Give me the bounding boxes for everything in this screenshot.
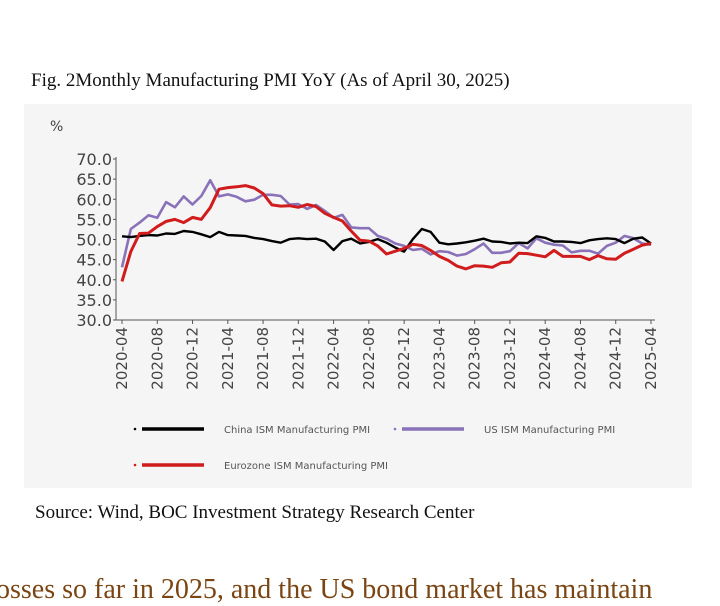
x-tick-label: 2025-04 bbox=[642, 327, 660, 390]
y-tick-label: 50.0 bbox=[76, 231, 112, 250]
y-tick-label: 35.0 bbox=[76, 291, 112, 310]
x-tick-label: 2021-08 bbox=[254, 327, 272, 390]
series-lines bbox=[120, 179, 652, 282]
pmi-line-chart: % 30.035.040.045.050.0 55.060.065.070.0 2… bbox=[50, 119, 660, 472]
y-tick-label: 70.0 bbox=[76, 150, 112, 169]
y-axis: 30.035.040.045.050.0 55.060.065.070.0 bbox=[76, 150, 117, 330]
legend-marker-dot bbox=[133, 427, 137, 431]
y-tick-label: 55.0 bbox=[76, 210, 112, 229]
x-tick-label: 2020-12 bbox=[184, 327, 202, 390]
chart-panel bbox=[24, 104, 692, 488]
series-line-0 bbox=[121, 227, 652, 253]
y-tick-label: 45.0 bbox=[76, 251, 112, 270]
x-tick-label: 2023-12 bbox=[501, 327, 519, 390]
x-tick-label: 2020-08 bbox=[148, 327, 166, 390]
legend-marker-dot bbox=[133, 463, 137, 467]
x-tick-label: 2021-04 bbox=[219, 327, 237, 390]
y-tick-label: 60.0 bbox=[76, 190, 112, 209]
legend-label: US ISM Manufacturing PMI bbox=[484, 425, 615, 436]
x-tick-label: 2022-08 bbox=[360, 327, 378, 390]
legend-marker-dot bbox=[393, 427, 397, 431]
x-tick-label: 2023-08 bbox=[466, 327, 484, 390]
legend: China ISM Manufacturing PMI US ISM Manufa… bbox=[133, 425, 615, 472]
legend-label: Eurozone ISM Manufacturing PMI bbox=[224, 461, 388, 472]
x-axis: 2020-04 2020-08 2020-12 2021-04 2021-08 2021-… bbox=[113, 319, 660, 390]
x-tick-label: 2021-12 bbox=[289, 327, 307, 390]
x-tick-label: 2024-12 bbox=[607, 327, 625, 390]
chart-title: Fig. 2Monthly Manufacturing PMI YoY (As … bbox=[31, 70, 510, 91]
x-tick-label: 2022-04 bbox=[325, 327, 343, 390]
x-tick-label: 2020-04 bbox=[113, 327, 131, 390]
series-line-1 bbox=[120, 179, 652, 268]
y-tick-label: 30.0 bbox=[76, 311, 112, 330]
y-axis-label: % bbox=[50, 119, 63, 135]
x-tick-label: 2023-04 bbox=[430, 327, 448, 390]
series-line-2 bbox=[120, 184, 652, 282]
x-tick-label: 2022-12 bbox=[395, 327, 413, 390]
source-note: Source: Wind, BOC Investment Strategy Re… bbox=[35, 502, 475, 523]
y-tick-label: 40.0 bbox=[76, 271, 112, 290]
legend-label: China ISM Manufacturing PMI bbox=[224, 425, 370, 436]
article-body-text: osses so far in 2025, and the US bond ma… bbox=[0, 574, 653, 605]
y-tick-label: 65.0 bbox=[76, 170, 112, 189]
x-tick-label: 2024-04 bbox=[536, 327, 554, 390]
x-tick-label: 2024-08 bbox=[571, 327, 589, 390]
